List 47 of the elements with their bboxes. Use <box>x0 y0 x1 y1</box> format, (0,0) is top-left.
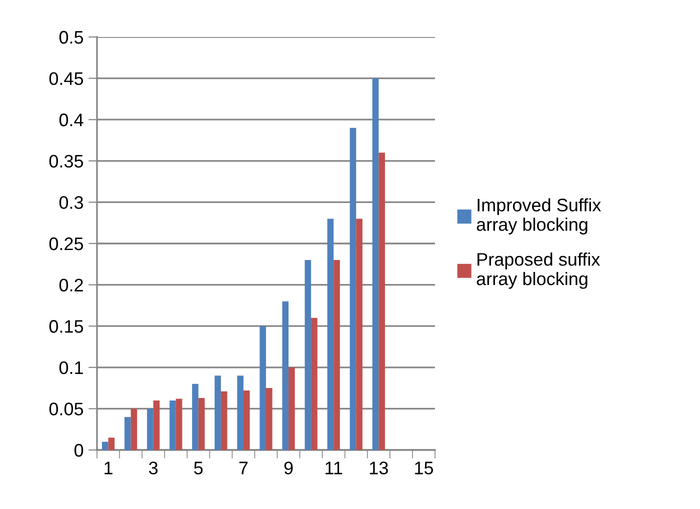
bar <box>170 400 176 450</box>
bar <box>266 388 272 450</box>
x-tick-label: 13 <box>370 462 388 474</box>
bar <box>243 390 250 450</box>
bar <box>214 376 221 450</box>
bar <box>288 367 295 450</box>
y-tick-label: 0.25 <box>49 237 84 250</box>
x-tick-label: 15 <box>415 462 434 474</box>
y-tick-label: 0.2 <box>59 278 83 292</box>
bar <box>311 318 318 450</box>
y-tick-label: 0.5 <box>59 30 84 44</box>
bar <box>327 218 334 450</box>
x-tick-label: 9 <box>284 462 293 474</box>
legend-label: Improved Suffix array blocking <box>476 198 601 234</box>
legend-label: Praposed suffix array blocking <box>476 252 600 289</box>
y-tick-label: 0.05 <box>49 402 84 416</box>
y-tick-label: 0.35 <box>49 154 84 168</box>
bar <box>147 408 154 450</box>
bar <box>304 260 312 450</box>
bar <box>260 326 266 450</box>
x-tick-label: 11 <box>326 462 342 474</box>
y-tick-label: 0.1 <box>59 361 83 374</box>
bar <box>124 416 131 450</box>
bar <box>334 260 340 450</box>
bar <box>356 218 362 450</box>
x-tick-label: 5 <box>194 462 203 474</box>
bar <box>372 78 379 450</box>
bar <box>176 398 182 450</box>
bar <box>350 128 356 450</box>
x-tick-label: 3 <box>149 462 158 474</box>
bar <box>378 152 385 450</box>
y-tick-label: 0.3 <box>59 196 84 209</box>
bar <box>282 301 289 450</box>
y-tick-label: 0.4 <box>59 114 84 126</box>
bar <box>198 398 205 450</box>
y-tick-label: 0.15 <box>49 320 84 333</box>
bar <box>130 408 138 450</box>
y-tick-label: 0.45 <box>49 72 84 86</box>
x-tick-label: 1 <box>104 462 112 474</box>
x-tick-label: 7 <box>239 462 248 474</box>
bar <box>237 376 244 450</box>
bar <box>108 438 115 450</box>
bar <box>153 400 160 450</box>
bar <box>220 391 228 450</box>
bar <box>102 442 108 450</box>
bar <box>192 384 198 450</box>
y-tick-label: 0 <box>74 444 84 457</box>
